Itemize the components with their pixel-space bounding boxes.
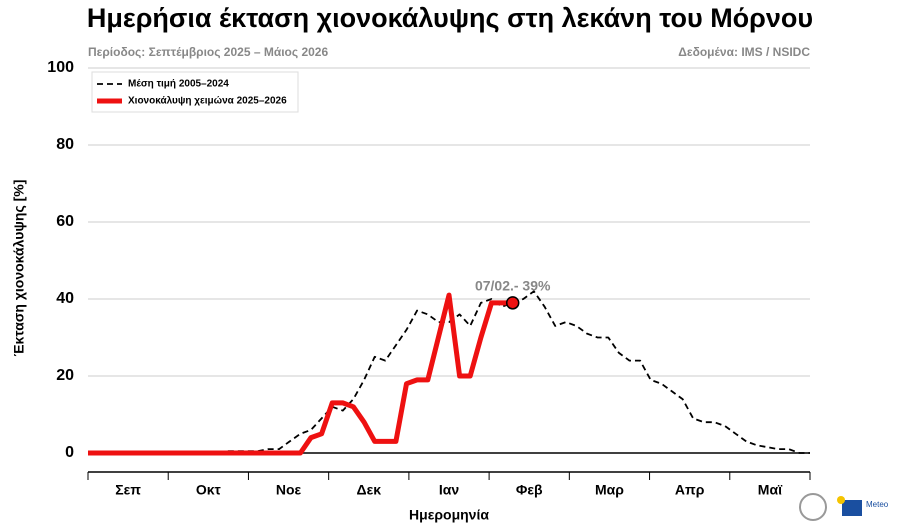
x-tick-label: Απρ (675, 482, 705, 498)
y-axis-label: Έκταση χιονοκάλυψης [%] (11, 180, 27, 357)
y-tick-label: 80 (56, 136, 74, 153)
y-tick-label: 0 (65, 444, 74, 461)
logo-seal (799, 493, 827, 521)
logo-text: Meteo (866, 500, 889, 509)
x-tick-label: Δεκ (357, 482, 382, 498)
logo: Meteo (799, 493, 889, 521)
subtitle: Περίοδος: Σεπτέμβριος 2025 – Μάιος 2026 (88, 45, 328, 59)
logo-mark (842, 500, 862, 516)
legend-label: Μέση τιμή 2005–2024 (128, 79, 229, 90)
x-tick-label: Σεπ (115, 482, 141, 498)
annotation: 07/02.- 39% (475, 278, 551, 294)
logo-sun (837, 496, 845, 504)
x-tick-label: Μαρ (595, 482, 624, 498)
legend-box (91, 71, 299, 113)
y-tick-label: 100 (47, 59, 74, 76)
series-line (88, 290, 810, 454)
x-tick-label: Ιαν (439, 482, 459, 498)
legend-label: Χιονοκάλυψη χειμώνα 2025–2026 (128, 96, 287, 107)
y-tick-label: 60 (56, 213, 74, 230)
chart-title: Ημερήσια έκταση χιονοκάλυψης στη λεκάνη … (87, 3, 813, 33)
y-tick-label: 20 (56, 367, 74, 384)
legend: Μέση τιμή 2005–2024 Χιονοκάλυψη χειμώνα 2… (91, 71, 299, 113)
highlight-point (505, 296, 520, 310)
x-tick-label: Φεβ (516, 482, 543, 498)
y-tick-label: 40 (56, 290, 74, 307)
x-tick-label: Οκτ (196, 482, 222, 498)
x-tick-label: Μαϊ (758, 482, 783, 498)
x-axis-label: Ημερομηνία (409, 507, 489, 523)
x-tick-label: Νοε (276, 482, 302, 498)
source: Δεδομένα: IMS / NSIDC (678, 45, 810, 59)
series-line (88, 292, 513, 456)
